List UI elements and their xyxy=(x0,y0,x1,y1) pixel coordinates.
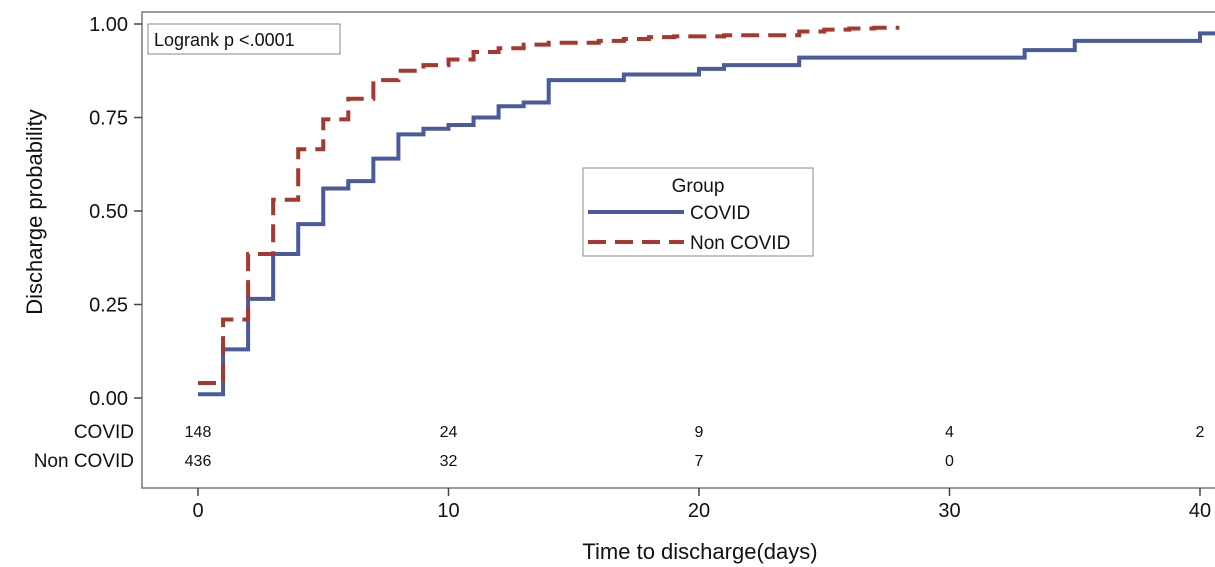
risk-table: COVID 148 24 9 4 2 Non COVID 436 32 7 0 xyxy=(34,422,1205,472)
annotation-box xyxy=(147,23,341,55)
x-axis-title: Time to discharge(days) xyxy=(582,539,817,564)
risk-value: 24 xyxy=(440,424,458,441)
y-tick-label: 0.00 xyxy=(89,388,128,410)
y-axis-title: Discharge probability xyxy=(22,109,47,314)
risk-value: 148 xyxy=(185,424,212,441)
series-line-non-covid xyxy=(198,25,900,386)
risk-value: 7 xyxy=(695,453,704,470)
series-layer xyxy=(198,25,1215,397)
logrank-annotation: Logrank p <.0001 xyxy=(147,23,341,55)
x-axis: 0 10 20 30 40 xyxy=(192,488,1211,522)
risk-value: 436 xyxy=(185,453,212,470)
risk-value: 2 xyxy=(1196,424,1205,441)
risk-value: 4 xyxy=(945,424,954,441)
risk-row-label: COVID xyxy=(74,422,134,443)
y-tick-label: 0.75 xyxy=(89,108,128,130)
x-tick-label: 10 xyxy=(437,500,459,522)
x-tick-label: 40 xyxy=(1189,500,1211,522)
legend-title: Group xyxy=(672,176,725,197)
x-tick-label: 30 xyxy=(938,500,960,522)
x-tick-label: 0 xyxy=(192,500,203,522)
annotation-text: Logrank p <.0001 xyxy=(154,30,295,50)
risk-value: 9 xyxy=(695,424,704,441)
legend-label-covid: COVID xyxy=(690,203,750,224)
risk-row-label: Non COVID xyxy=(34,451,134,472)
x-tick-label: 20 xyxy=(688,500,710,522)
y-axis: 0.00 0.25 0.50 0.75 1.00 xyxy=(89,14,142,410)
risk-value: 0 xyxy=(945,453,954,470)
legend-label-non-covid: Non COVID xyxy=(690,233,790,254)
y-tick-label: 0.25 xyxy=(89,295,128,317)
legend: Group COVID Non COVID xyxy=(582,167,814,257)
y-tick-label: 0.50 xyxy=(89,201,128,223)
y-tick-label: 1.00 xyxy=(89,14,128,36)
series-line-covid xyxy=(198,31,1215,397)
plot-frame xyxy=(141,11,1215,489)
risk-value: 32 xyxy=(440,453,458,470)
